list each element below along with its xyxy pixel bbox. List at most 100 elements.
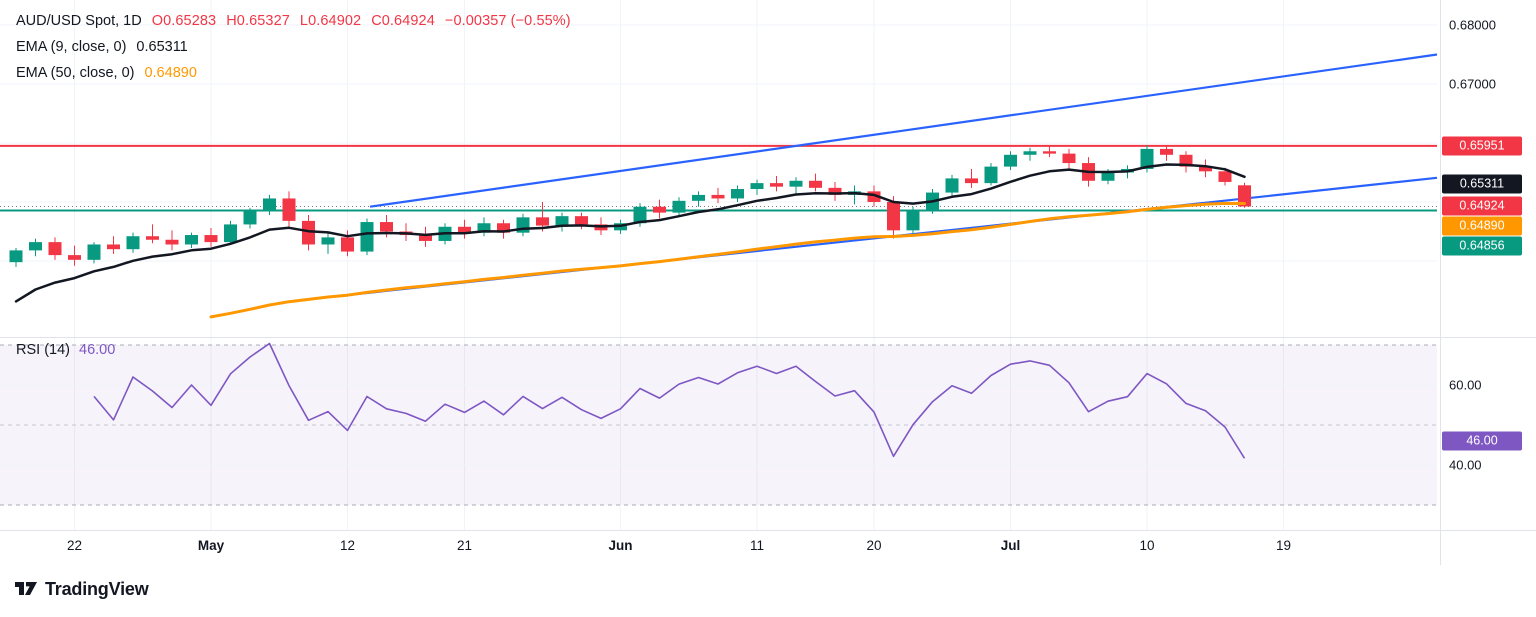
candle-body — [146, 236, 159, 240]
candle-body — [555, 216, 569, 226]
candle-body — [789, 180, 803, 187]
rsi-value: 46.00 — [79, 342, 116, 358]
candle-body — [1238, 185, 1251, 207]
price-axis-label: 0.68000 — [1449, 17, 1496, 33]
candle-body — [575, 216, 588, 225]
candle-body — [1160, 148, 1173, 155]
ema50-row: EMA (50, close, 0) 0.64890 — [16, 60, 571, 86]
candle-body — [282, 198, 296, 221]
candle-body — [243, 211, 257, 225]
rsi-axis-label: 40.00 — [1449, 457, 1482, 473]
candle-body — [828, 187, 842, 195]
candle-body — [107, 244, 120, 250]
candle-body — [458, 226, 471, 233]
candle-body — [809, 180, 822, 188]
price-chart-canvas[interactable] — [0, 0, 1536, 565]
rsi-label[interactable]: RSI (14) — [16, 342, 70, 358]
time-axis-label: 20 — [866, 538, 882, 553]
rsi-line[interactable] — [93, 342, 1246, 459]
candle-body — [126, 236, 140, 250]
time-axis-label: 11 — [749, 538, 765, 553]
price-axis[interactable]: 0.68000 0.67000 60.00 40.00 0.65951 0.65311 0.… — [1440, 0, 1536, 565]
candle-body — [750, 183, 764, 190]
candle-body — [1179, 154, 1193, 167]
symbol-title[interactable]: AUD/USD Spot, 1D — [16, 13, 142, 29]
candle-body — [711, 194, 725, 199]
ema9-line[interactable] — [14, 163, 1246, 303]
candle-body — [633, 206, 647, 224]
candle-body — [263, 198, 276, 212]
candle-body — [692, 194, 705, 201]
time-axis-label: 12 — [339, 538, 356, 553]
candle-body — [945, 178, 959, 193]
tradingview-logo[interactable]: TradingView — [14, 578, 149, 600]
ema50-line[interactable] — [209, 201, 1246, 319]
candle-body — [419, 235, 432, 241]
candle-body — [1023, 151, 1037, 155]
candle-body — [204, 235, 218, 243]
ema9-label[interactable]: EMA (9, close, 0) — [16, 39, 127, 55]
candle-body — [341, 237, 354, 252]
price-axis-label: 0.67000 — [1449, 76, 1496, 92]
candle-body — [770, 183, 783, 187]
time-axis-label: 22 — [66, 538, 83, 553]
price-badge: 0.65311 — [1442, 174, 1522, 194]
symbol-row: AUD/USD Spot, 1D O0.65283 H0.65327 L0.64… — [16, 8, 571, 34]
candle-body — [68, 255, 81, 260]
time-axis-label: 19 — [1275, 538, 1292, 553]
trendline[interactable] — [369, 53, 1438, 208]
ohlc-high: H0.65327 — [226, 13, 290, 29]
candles[interactable] — [9, 145, 1252, 267]
ema9-row: EMA (9, close, 0) 0.65311 — [16, 34, 571, 60]
tradingview-mark-icon — [15, 582, 37, 595]
candle-body — [1218, 171, 1232, 182]
candle-body — [1043, 151, 1056, 154]
rsi-band — [0, 345, 1437, 505]
ohlc-close: C0.64924 — [371, 13, 435, 29]
ema50-label[interactable]: EMA (50, close, 0) — [16, 65, 135, 81]
candle-body — [185, 235, 198, 245]
time-axis-label: 10 — [1139, 538, 1155, 553]
rsi-legend: RSI (14) 46.00 — [16, 338, 115, 362]
candle-body — [380, 222, 393, 232]
candle-body — [984, 166, 998, 184]
candle-body — [906, 210, 920, 231]
candle-body — [731, 189, 744, 199]
time-axis-label: May — [197, 538, 225, 553]
candle-body — [653, 206, 666, 213]
time-axis[interactable]: 22 May 12 21 Jun 11 20 Jul 10 19 — [0, 530, 1440, 564]
ema9-value: 0.65311 — [136, 39, 188, 55]
rsi-badge: 46.00 — [1442, 431, 1522, 451]
rsi-axis-label: 60.00 — [1449, 377, 1482, 393]
legend: AUD/USD Spot, 1D O0.65283 H0.65327 L0.64… — [16, 8, 571, 86]
candle-body — [867, 191, 881, 202]
candle-body — [1199, 166, 1212, 172]
candle-body — [1004, 154, 1017, 167]
candle-body — [1101, 172, 1115, 181]
candle-body — [1140, 148, 1154, 169]
candle-body — [497, 223, 510, 233]
time-axis-label: Jul — [1000, 538, 1021, 553]
candle-body — [965, 178, 978, 184]
time-axis-label: Jun — [608, 538, 633, 553]
ohlc-open: O0.65283 — [151, 13, 217, 29]
price-badge: 0.64890 — [1442, 216, 1522, 236]
candle-body — [9, 250, 23, 263]
ohlc-change: −0.00357 (−0.55%) — [444, 13, 571, 29]
candle-body — [48, 242, 62, 256]
tradingview-wordmark: TradingView — [45, 578, 149, 599]
candle-body — [165, 239, 179, 245]
price-badge: 0.64924 — [1442, 196, 1522, 216]
ohlc-low: L0.64902 — [299, 13, 362, 29]
candle-body — [477, 223, 491, 233]
candle-body — [536, 217, 549, 226]
ema50-value: 0.64890 — [144, 65, 197, 81]
price-badge: 0.65951 — [1442, 136, 1522, 156]
time-axis-label: 21 — [456, 538, 473, 553]
candle-body — [87, 244, 101, 260]
candle-body — [1062, 153, 1076, 164]
candle-body — [224, 224, 237, 243]
price-badge: 0.64856 — [1442, 236, 1522, 256]
candle-body — [360, 222, 374, 252]
